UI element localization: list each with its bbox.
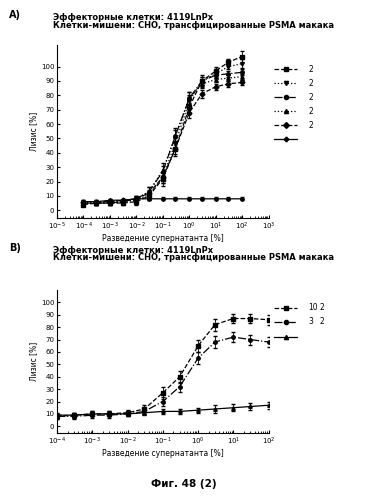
Y-axis label: Лизис [%]: Лизис [%] (29, 342, 38, 381)
X-axis label: Разведение супернатанта [%]: Разведение супернатанта [%] (102, 450, 224, 458)
Y-axis label: Лизис [%]: Лизис [%] (29, 112, 38, 151)
X-axis label: Разведение супернатанта [%]: Разведение супернатанта [%] (102, 234, 224, 244)
Text: 2: 2 (308, 106, 313, 116)
Text: Клетки-мишени: CHO, трансфицированные PSMA макака: Клетки-мишени: CHO, трансфицированные PS… (53, 20, 335, 30)
Text: Эффекторные клетки: 4119LnPx: Эффекторные клетки: 4119LnPx (53, 13, 213, 22)
Text: 3: 3 (308, 318, 313, 326)
Text: Клетки-мишени: CHO, трансфицированные PSMA макака: Клетки-мишени: CHO, трансфицированные PS… (53, 254, 335, 262)
Text: 2: 2 (308, 78, 313, 88)
Text: 2: 2 (308, 92, 313, 102)
Text: A): A) (9, 10, 21, 20)
Text: Эффекторные клетки: 4119LnPx: Эффекторные клетки: 4119LnPx (53, 246, 213, 255)
Text: 10: 10 (308, 303, 318, 312)
Text: 2: 2 (308, 120, 313, 130)
Text: Фиг. 48 (2): Фиг. 48 (2) (151, 479, 217, 489)
Text: 2: 2 (319, 318, 324, 326)
Text: 2: 2 (319, 303, 324, 312)
Text: B): B) (9, 243, 21, 253)
Text: 2: 2 (308, 64, 313, 74)
